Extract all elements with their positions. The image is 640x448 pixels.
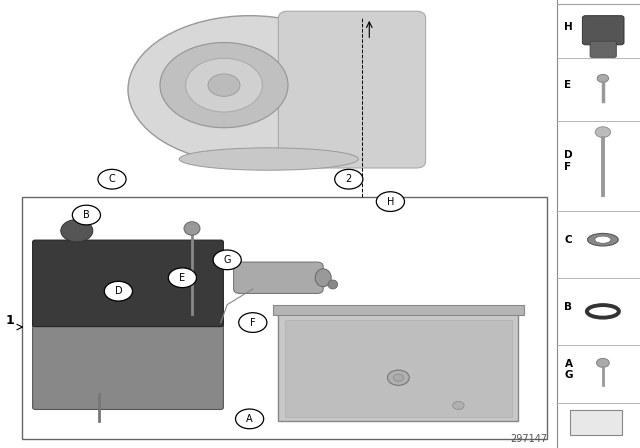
Text: H: H [387, 197, 394, 207]
Circle shape [104, 281, 132, 301]
Text: F: F [250, 318, 255, 327]
Text: 297147: 297147 [510, 435, 547, 444]
FancyBboxPatch shape [234, 262, 323, 293]
Text: H: H [564, 22, 573, 32]
Circle shape [388, 370, 410, 385]
Ellipse shape [184, 222, 200, 235]
FancyBboxPatch shape [590, 41, 616, 57]
Circle shape [72, 205, 100, 225]
FancyBboxPatch shape [22, 197, 547, 439]
Ellipse shape [315, 269, 332, 287]
Text: A: A [246, 414, 253, 424]
Text: 2: 2 [346, 174, 352, 184]
Ellipse shape [588, 233, 618, 246]
Circle shape [376, 192, 404, 211]
Circle shape [168, 268, 196, 288]
Text: 1: 1 [5, 314, 14, 327]
Ellipse shape [128, 16, 371, 164]
Ellipse shape [160, 43, 288, 128]
FancyBboxPatch shape [33, 240, 223, 327]
Text: D
F: D F [564, 151, 573, 172]
Text: A
G: A G [564, 359, 573, 380]
Circle shape [236, 409, 264, 429]
Circle shape [335, 169, 363, 189]
Circle shape [595, 127, 611, 138]
FancyBboxPatch shape [285, 320, 512, 417]
Ellipse shape [595, 236, 611, 243]
Circle shape [239, 313, 267, 332]
Polygon shape [570, 410, 622, 435]
Circle shape [393, 374, 404, 381]
Ellipse shape [208, 74, 240, 96]
FancyBboxPatch shape [33, 320, 223, 409]
FancyBboxPatch shape [278, 307, 518, 421]
Circle shape [98, 169, 126, 189]
Text: B: B [564, 302, 573, 312]
Circle shape [596, 358, 609, 367]
Circle shape [597, 74, 609, 82]
Ellipse shape [61, 220, 93, 242]
Text: C: C [109, 174, 115, 184]
FancyBboxPatch shape [582, 16, 624, 45]
Ellipse shape [186, 58, 262, 112]
Ellipse shape [328, 280, 338, 289]
FancyBboxPatch shape [273, 305, 524, 315]
FancyBboxPatch shape [278, 11, 426, 168]
Text: E: E [564, 80, 572, 90]
Text: C: C [564, 235, 572, 245]
Circle shape [213, 250, 241, 270]
Circle shape [452, 401, 464, 409]
Ellipse shape [179, 148, 358, 170]
Text: D: D [115, 286, 122, 296]
Text: G: G [223, 255, 231, 265]
Text: E: E [179, 273, 186, 283]
Text: B: B [83, 210, 90, 220]
